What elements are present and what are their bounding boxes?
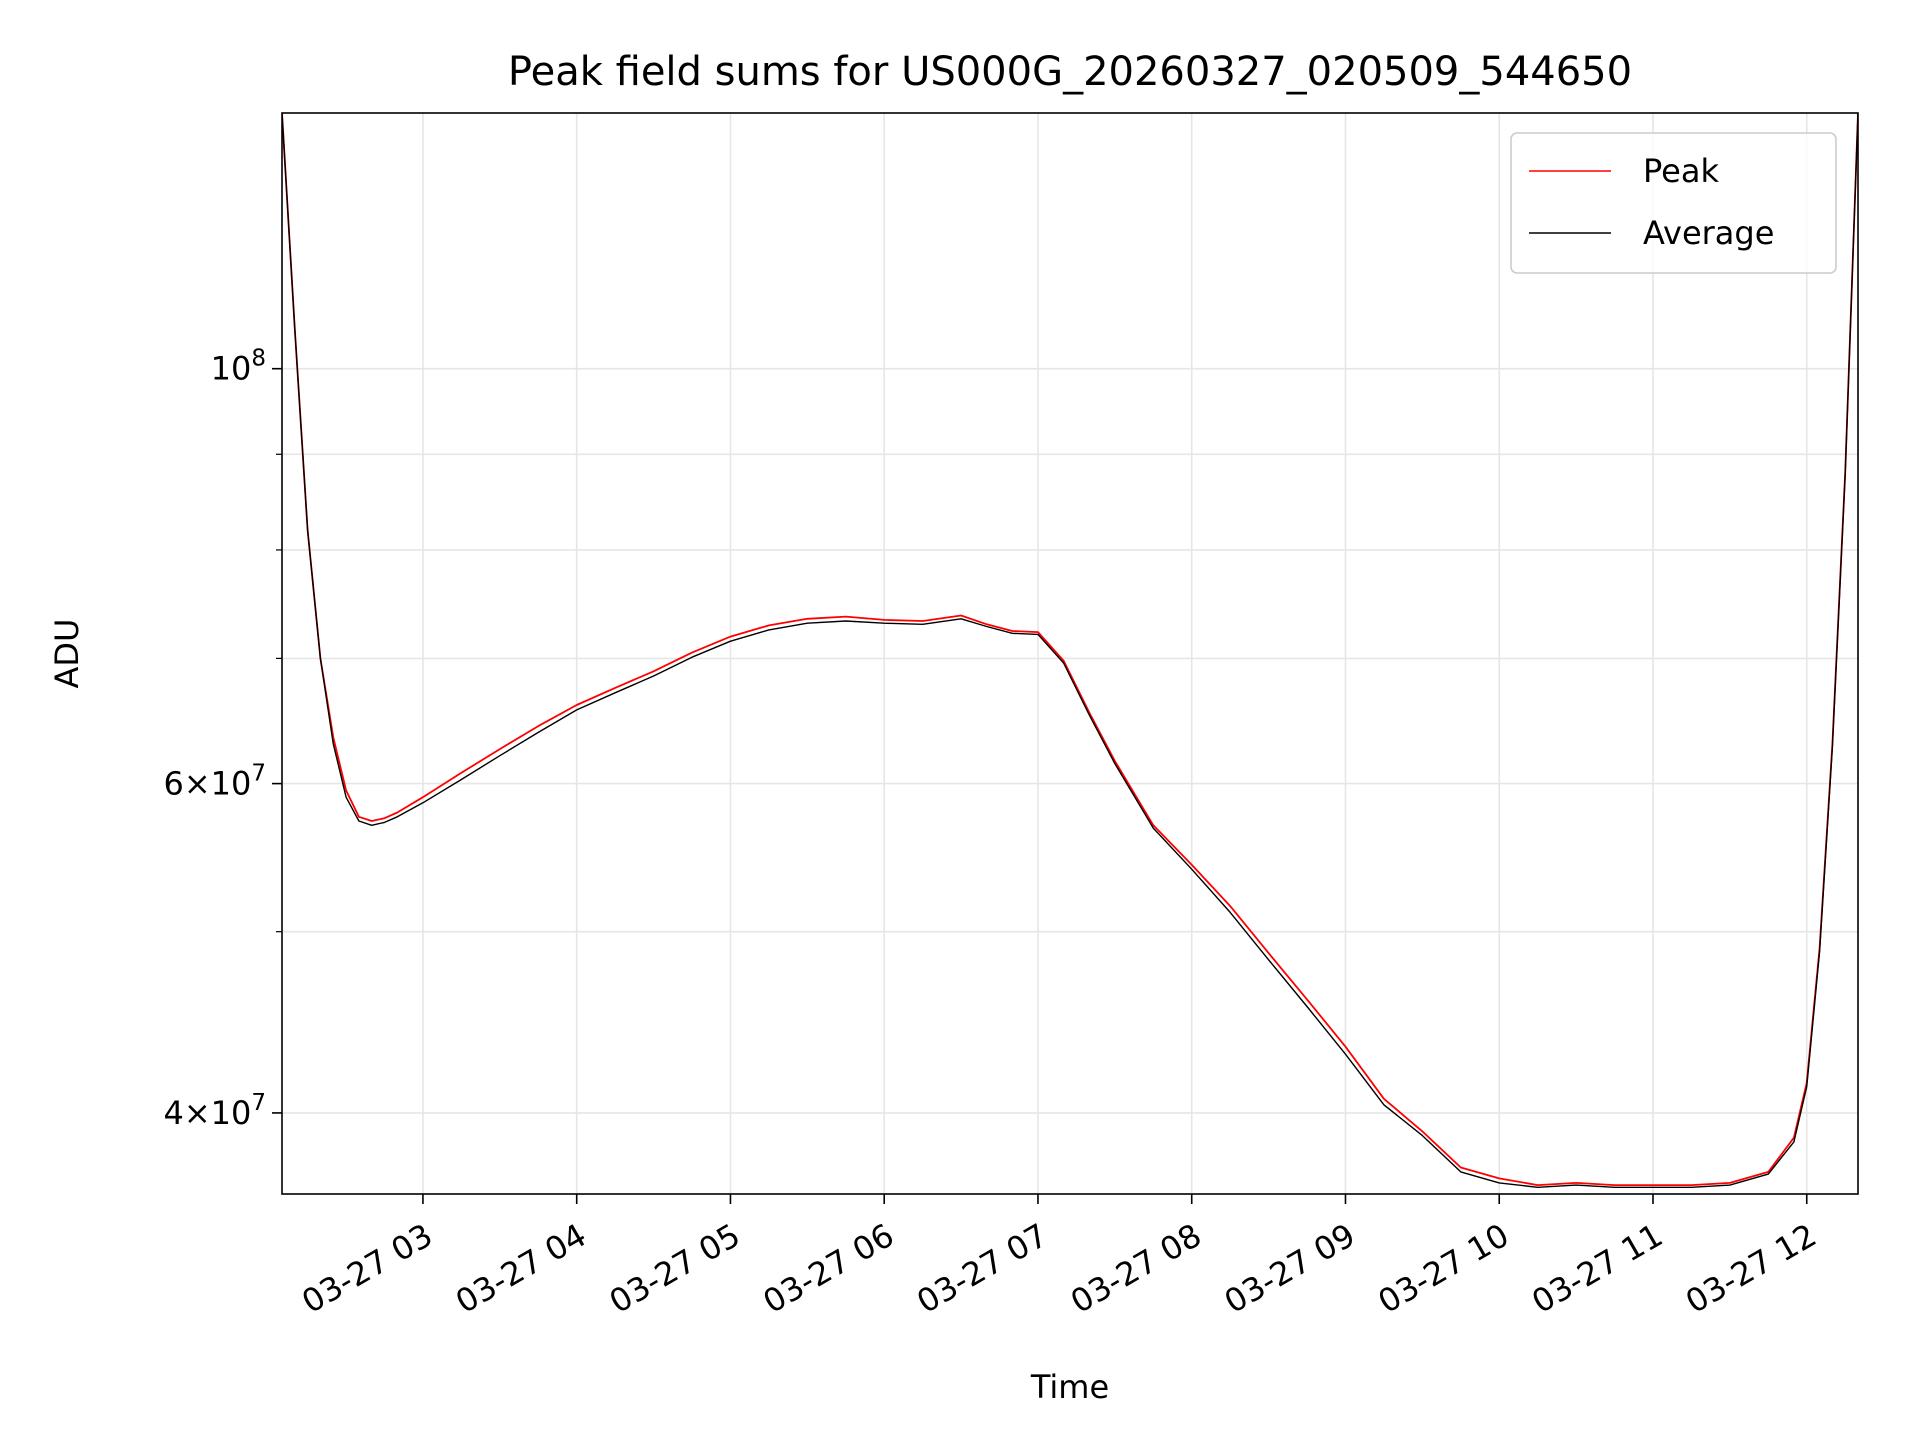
grid-lines <box>282 113 1858 1194</box>
y-tick-label: 4×107 <box>163 1090 266 1132</box>
legend-label-average: Average <box>1643 214 1774 252</box>
series-lines <box>282 113 1858 1189</box>
y-axis-label: ADU <box>48 619 86 689</box>
x-axis-label: Time <box>1030 1368 1109 1406</box>
plot-area-frame <box>281 112 1859 1195</box>
chart-title: Peak field sums for US000G_20260327_0205… <box>508 49 1632 95</box>
y-axis-ticks: 4×107 6×107 108 <box>163 346 282 1132</box>
legend-box <box>1510 132 1837 274</box>
legend: Peak Average <box>1510 132 1837 274</box>
y-tick-label: 108 <box>211 346 266 388</box>
series-line-peak <box>282 113 1858 1186</box>
legend-label-peak: Peak <box>1643 152 1719 190</box>
series-line-average <box>282 113 1858 1189</box>
y-tick-label: 6×107 <box>163 761 266 803</box>
